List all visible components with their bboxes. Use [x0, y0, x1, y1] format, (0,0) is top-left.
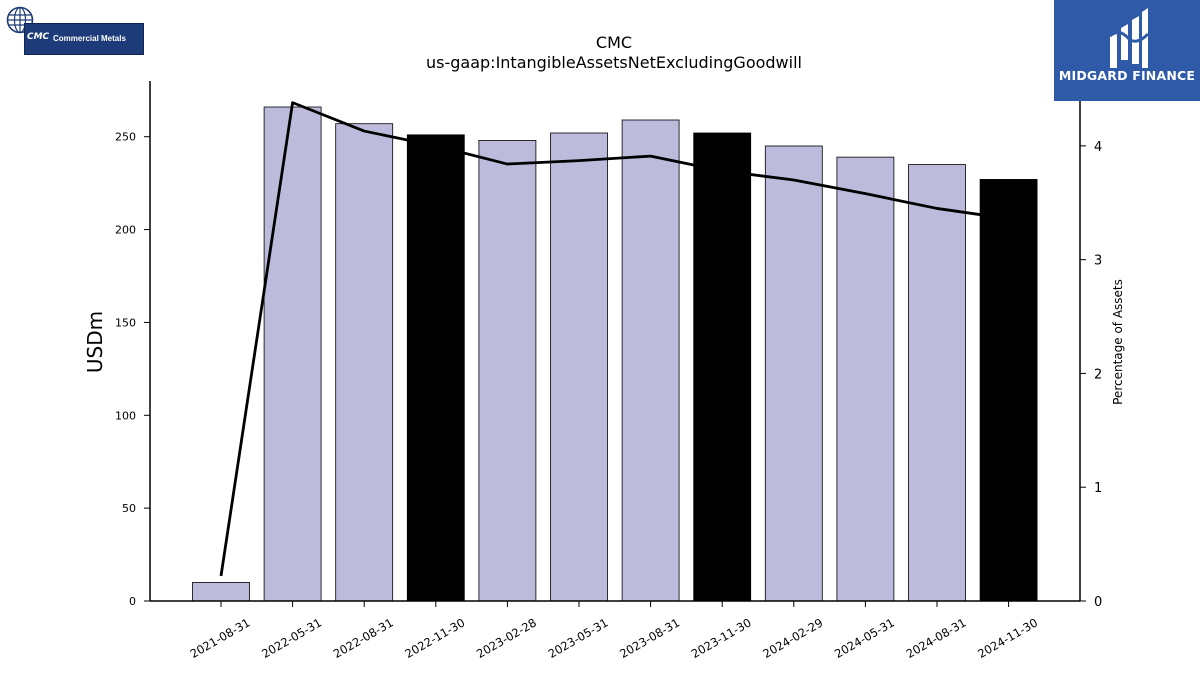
x-tick-label: 2024-08-31 [904, 615, 969, 661]
y2-tick-label: 0 [1094, 595, 1102, 610]
percentage-line [219, 101, 1009, 577]
y2-axis-label: Percentage of Assets [1111, 279, 1125, 405]
bar-2023-08-31 [621, 119, 680, 602]
brand-mark-icon [1109, 8, 1150, 68]
y-tick-label: 100 [115, 409, 136, 422]
y-tick-label: 150 [115, 316, 136, 329]
bars-layer [192, 106, 1038, 602]
bar-2024-11-30 [979, 179, 1038, 602]
chart-title: CMC [596, 33, 632, 52]
x-tick-label: 2022-11-30 [402, 615, 467, 661]
bar-2023-05-31 [550, 132, 608, 602]
y-tick-label: 0 [129, 595, 136, 608]
y-tick-label: 50 [122, 502, 136, 515]
brand-logo: MIDGARD FINANCE [1054, 0, 1200, 101]
x-tick-label: 2023-05-31 [546, 615, 611, 661]
company-name: Commercial Metals [53, 34, 126, 43]
x-tick-label: 2023-11-30 [689, 615, 754, 661]
line-layer [219, 101, 1009, 577]
y-tick-label: 200 [115, 224, 136, 237]
bar-2023-11-30 [693, 132, 752, 602]
y-tick-label: 250 [115, 131, 136, 144]
x-tick-label: 2022-05-31 [259, 615, 324, 661]
y2-tick-label: 4 [1094, 140, 1102, 155]
x-tick-label: 2021-08-31 [188, 615, 253, 661]
x-tick-label: 2024-05-31 [832, 615, 897, 661]
bar-2022-08-31 [335, 123, 394, 602]
company-logo: CMC Commercial Metals [4, 6, 144, 55]
bar-2021-08-31 [192, 582, 250, 602]
company-logo-banner: CMC Commercial Metals [24, 23, 144, 55]
x-tick-label: 2024-11-30 [975, 615, 1040, 661]
y2-tick-label: 1 [1094, 481, 1102, 496]
bar-2024-08-31 [908, 164, 966, 602]
x-tick-label: 2023-08-31 [617, 615, 682, 661]
company-abbr: CMC [27, 32, 50, 42]
chart-subtitle: us-gaap:IntangibleAssetsNetExcludingGood… [426, 53, 802, 72]
y2-tick-label: 2 [1094, 367, 1102, 382]
y-axis-label: USDm [83, 311, 107, 373]
x-tick-label: 2024-02-29 [760, 615, 825, 661]
x-tick-label: 2023-02-28 [474, 615, 539, 661]
bar-2022-05-31 [263, 106, 322, 602]
x-tick-label: 2022-08-31 [331, 615, 396, 661]
y2-tick-label: 3 [1094, 254, 1102, 269]
bar-2022-11-30 [406, 134, 465, 602]
bar-2024-05-31 [836, 156, 895, 602]
bar-2024-02-29 [764, 145, 823, 602]
bar-2023-02-28 [478, 140, 537, 602]
brand-name: MIDGARD FINANCE [1058, 68, 1196, 83]
